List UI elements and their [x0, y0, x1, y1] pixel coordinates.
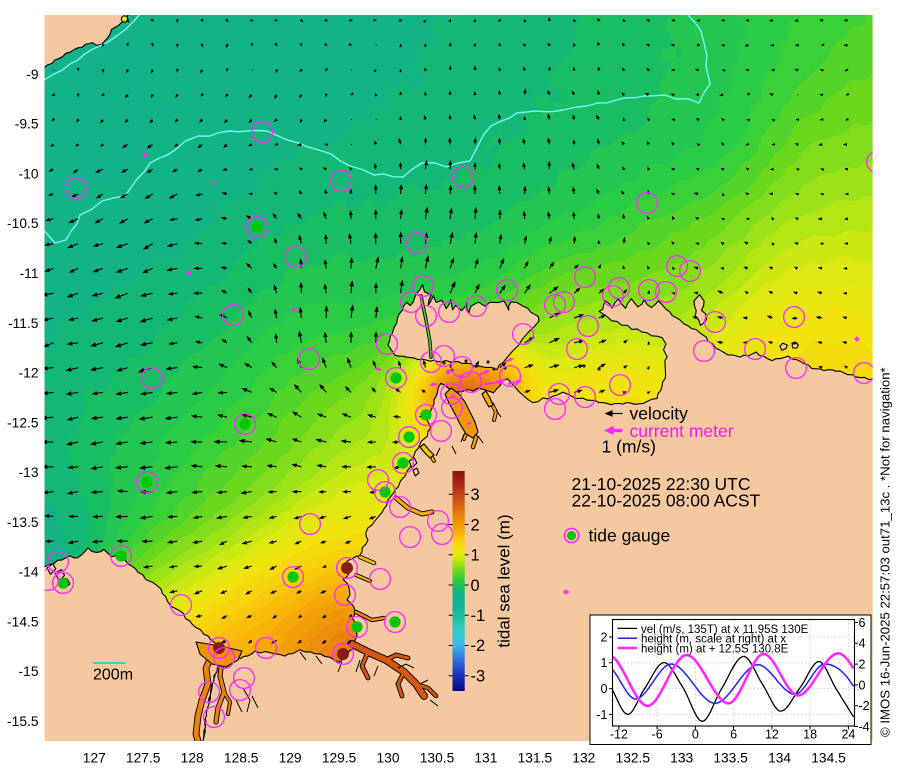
svg-text:134.5: 134.5 — [811, 751, 846, 766]
svg-text:128.5: 128.5 — [224, 751, 259, 766]
svg-text:131.5: 131.5 — [518, 751, 553, 766]
svg-text:12: 12 — [765, 728, 779, 742]
svg-text:tide gauge: tide gauge — [589, 525, 671, 545]
svg-text:4: 4 — [859, 637, 866, 651]
svg-text:current meter: current meter — [630, 421, 734, 441]
svg-text:127.5: 127.5 — [126, 751, 161, 766]
svg-text:0: 0 — [692, 728, 699, 742]
svg-text:-2: -2 — [859, 699, 870, 713]
svg-text:velocity: velocity — [630, 404, 689, 424]
svg-text:-11.5: -11.5 — [8, 316, 39, 331]
svg-text:height (m) at + 12.5S 130.8E: height (m) at + 12.5S 130.8E — [641, 643, 789, 655]
svg-text:-4: -4 — [859, 720, 870, 734]
svg-text:-2: -2 — [471, 637, 486, 655]
svg-text:2: 2 — [471, 516, 480, 534]
svg-text:-11: -11 — [20, 266, 39, 281]
svg-text:132: 132 — [572, 751, 595, 766]
svg-text:22-10-2025 08:00 ACST: 22-10-2025 08:00 ACST — [572, 491, 761, 511]
svg-text:-12.5: -12.5 — [7, 415, 39, 430]
svg-text:-12: -12 — [610, 728, 628, 742]
svg-text:1: 1 — [601, 656, 608, 670]
svg-text:1: 1 — [471, 547, 480, 565]
svg-text:24: 24 — [841, 728, 855, 742]
svg-text:-15: -15 — [19, 664, 39, 679]
svg-text:127: 127 — [83, 751, 106, 766]
svg-text:-14: -14 — [19, 565, 39, 580]
svg-text:130.5: 130.5 — [420, 751, 455, 766]
svg-text:-14.5: -14.5 — [7, 614, 39, 629]
svg-text:-9: -9 — [26, 67, 39, 82]
svg-text:134: 134 — [768, 751, 791, 766]
svg-text:-3: -3 — [471, 668, 486, 686]
svg-text:-13.5: -13.5 — [7, 515, 39, 530]
svg-text:0: 0 — [859, 678, 866, 692]
svg-text:133: 133 — [670, 751, 693, 766]
svg-text:-13: -13 — [19, 465, 39, 480]
svg-text:21-10-2025 22:30 UTC: 21-10-2025 22:30 UTC — [572, 474, 751, 494]
svg-text:tidal sea level (m): tidal sea level (m) — [495, 514, 514, 647]
svg-text:-12: -12 — [19, 366, 39, 381]
svg-text:6: 6 — [859, 616, 866, 630]
svg-text:0: 0 — [601, 682, 608, 696]
svg-text:133.5: 133.5 — [713, 751, 748, 766]
svg-text:-1: -1 — [471, 607, 486, 625]
svg-text:vel (m/s, 135T) at x 11.95S 13: vel (m/s, 135T) at x 11.95S 130E — [641, 624, 809, 636]
svg-text:132.5: 132.5 — [616, 751, 651, 766]
svg-text:© IMOS 16-Jun-2025 22:57:03 ou: © IMOS 16-Jun-2025 22:57:03 out71_13c . … — [878, 367, 893, 737]
svg-text:18: 18 — [803, 728, 817, 742]
svg-text:129.5: 129.5 — [322, 751, 357, 766]
svg-text:130: 130 — [376, 751, 399, 766]
svg-text:1 (m/s): 1 (m/s) — [602, 437, 656, 457]
svg-text:0: 0 — [471, 577, 480, 595]
svg-text:3: 3 — [471, 486, 480, 504]
svg-text:200m: 200m — [93, 667, 133, 684]
svg-text:131: 131 — [474, 751, 497, 766]
svg-text:-10.5: -10.5 — [7, 216, 39, 231]
svg-text:-9.5: -9.5 — [15, 117, 39, 132]
svg-text:128: 128 — [181, 751, 204, 766]
svg-text:2: 2 — [859, 658, 866, 672]
svg-text:-1: -1 — [596, 708, 607, 722]
svg-text:height (m, scale at right) at: height (m, scale at right) at x — [641, 634, 786, 646]
svg-text:2: 2 — [601, 630, 608, 644]
svg-text:129: 129 — [279, 751, 302, 766]
svg-text:-6: -6 — [652, 728, 663, 742]
svg-text:-15.5: -15.5 — [7, 714, 39, 729]
svg-text:-10: -10 — [19, 166, 39, 181]
svg-text:6: 6 — [730, 728, 737, 742]
